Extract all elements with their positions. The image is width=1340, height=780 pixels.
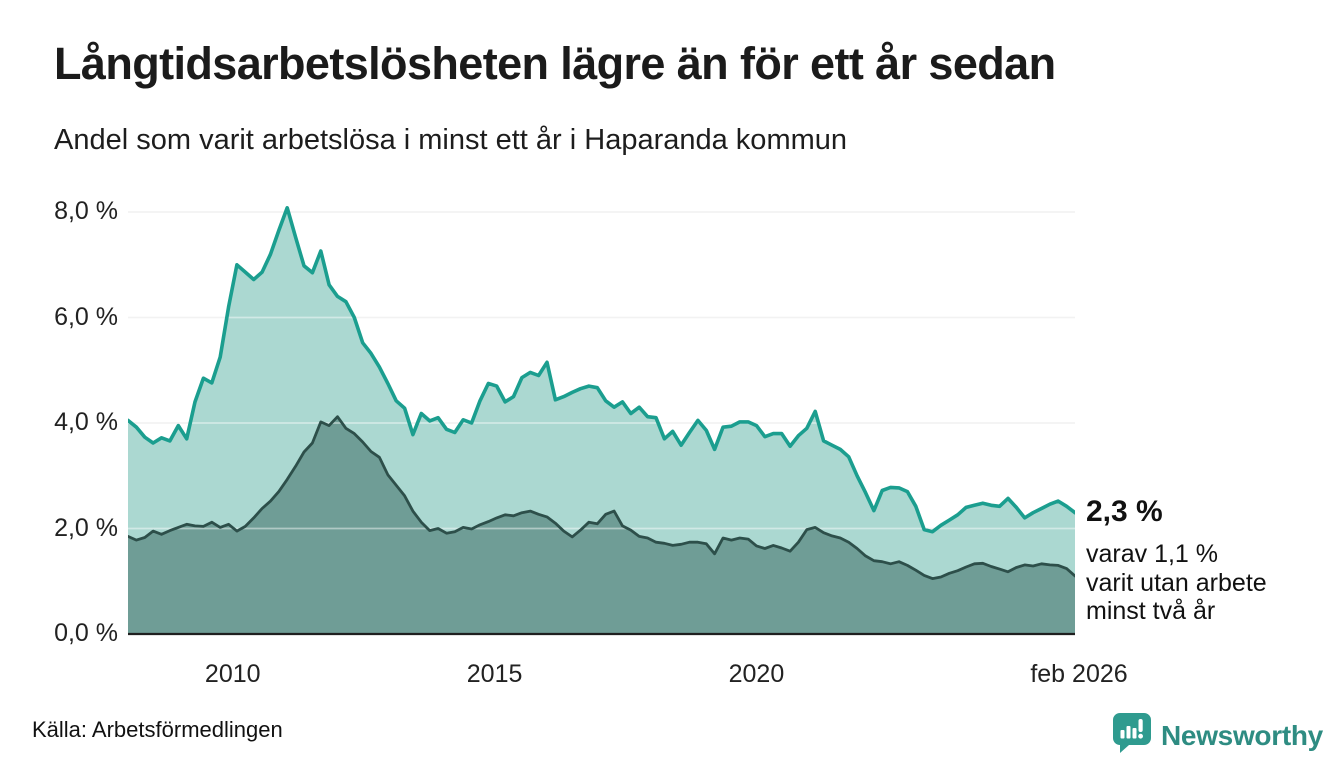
end-value-detail-line: varav 1,1 %: [1086, 540, 1219, 568]
line-minst-tva-ar: [126, 415, 1077, 581]
y-tick-label: 0,0 %: [54, 619, 118, 647]
newsworthy-logo: Newsworthy: [1112, 712, 1323, 759]
end-value-detail: varav 1,1 % varit utan arbete minst två år: [1086, 540, 1267, 626]
end-value-label: 2,3 %: [1086, 495, 1163, 528]
y-tick-label: 4,0 %: [54, 408, 118, 436]
x-tick-label: 2020: [728, 660, 785, 688]
line-minst-ett-ar: [126, 206, 1077, 534]
end-value-detail-line: varit utan arbete: [1086, 568, 1267, 597]
chart-subtitle: Andel som varit arbetslösa i minst ett å…: [54, 124, 848, 156]
newsworthy-bubble-chart-icon: [1112, 712, 1152, 759]
area-minst-tva-ar: [128, 416, 1075, 634]
newsworthy-wordmark: Newsworthy: [1161, 719, 1323, 751]
end-value-detail-line: minst två år: [1086, 597, 1216, 625]
newsworthy-icon: [1113, 713, 1151, 753]
source-note: Källa: Arbetsförmedlingen: [32, 717, 283, 742]
x-tick-label: feb 2026: [1030, 660, 1128, 688]
y-tick-label: 2,0 %: [54, 513, 118, 542]
y-tick-label: 6,0 %: [54, 302, 118, 331]
page-title: Långtidsarbetslösheten lägre än för ett …: [54, 38, 1056, 89]
x-tick-label: 2015: [466, 660, 523, 688]
x-tick-label: 2010: [204, 660, 261, 688]
area-chart: [126, 198, 1077, 643]
y-tick-label: 8,0 %: [54, 197, 118, 225]
